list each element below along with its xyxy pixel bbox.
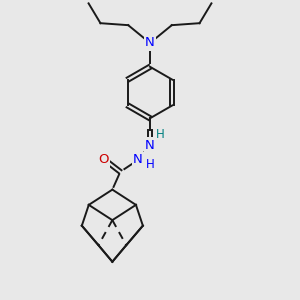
Text: O: O [98, 153, 109, 167]
Text: H: H [155, 128, 164, 141]
Text: N: N [133, 153, 143, 167]
Text: N: N [145, 139, 155, 152]
Text: H: H [146, 158, 154, 171]
Text: N: N [145, 37, 155, 50]
